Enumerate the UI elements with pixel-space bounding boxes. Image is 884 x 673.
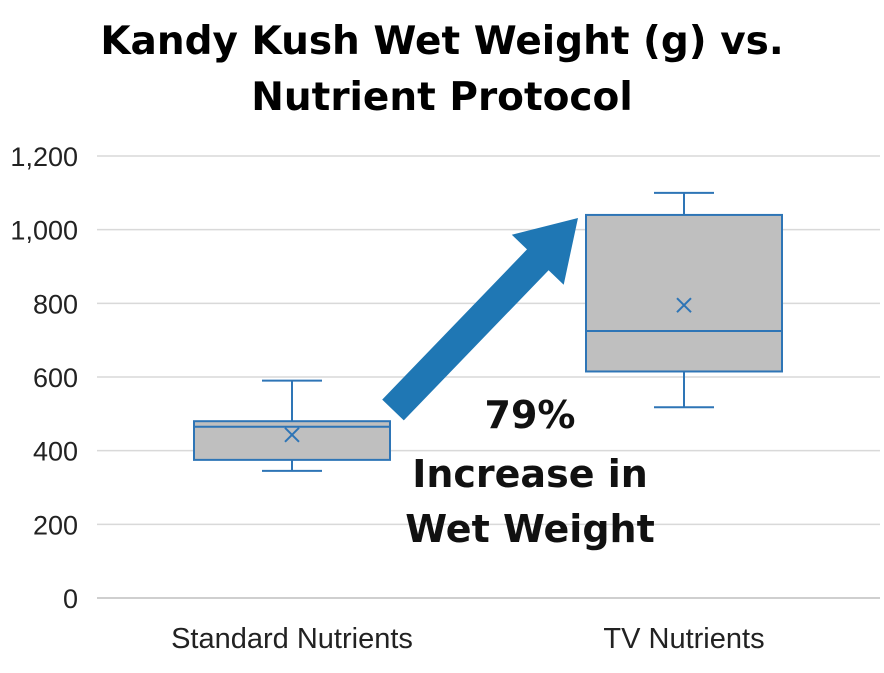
x-category-label: TV Nutrients <box>603 623 764 655</box>
mean-marker <box>284 427 300 443</box>
interquartile-box <box>585 213 783 373</box>
y-tick-label: 0 <box>63 584 78 614</box>
chart-title-line-2: Nutrient Protocol <box>251 75 633 120</box>
annotation-line-2: Increase in <box>412 452 648 496</box>
chart-title: Kandy Kush Wet Weight (g) vs. Nutrient P… <box>0 14 884 126</box>
mean-marker <box>676 297 692 313</box>
arrow-shape <box>382 218 578 421</box>
y-tick-label: 200 <box>33 510 78 540</box>
box-series <box>193 191 783 472</box>
y-tick-label: 1,200 <box>10 142 78 172</box>
box-1 <box>193 379 391 472</box>
increase-arrow <box>382 218 578 421</box>
y-tick-label: 800 <box>33 289 78 319</box>
annotation-line-3: Wet Weight <box>405 507 655 551</box>
y-tick-label: 600 <box>33 363 78 393</box>
y-tick-label: 400 <box>33 437 78 467</box>
annotation-line-1: 79% <box>485 393 576 437</box>
x-category-label: Standard Nutrients <box>171 623 413 655</box>
y-axis: 0 200 400 600 800 1,000 1,200 <box>10 142 78 614</box>
chart-title-line-1: Kandy Kush Wet Weight (g) vs. <box>100 19 784 64</box>
y-tick-label: 1,000 <box>10 216 78 246</box>
box-2 <box>585 191 783 409</box>
x-axis: Standard Nutrients TV Nutrients <box>171 623 764 655</box>
increase-annotation: 79% Increase in Wet Weight <box>405 393 655 551</box>
